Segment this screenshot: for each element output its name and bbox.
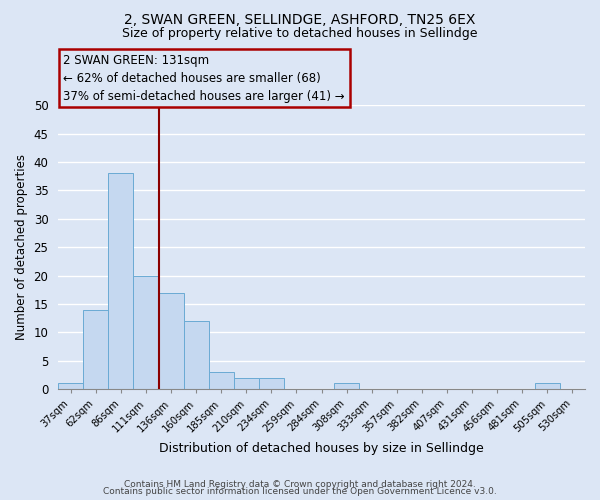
Bar	[133, 276, 158, 389]
Bar	[83, 310, 109, 389]
Bar	[535, 384, 560, 389]
Bar	[58, 384, 83, 389]
Text: 2 SWAN GREEN: 131sqm
← 62% of detached houses are smaller (68)
37% of semi-detac: 2 SWAN GREEN: 131sqm ← 62% of detached h…	[64, 54, 345, 102]
Bar	[234, 378, 259, 389]
Bar	[184, 321, 209, 389]
Bar	[209, 372, 234, 389]
Y-axis label: Number of detached properties: Number of detached properties	[15, 154, 28, 340]
Bar	[158, 292, 184, 389]
Text: Contains public sector information licensed under the Open Government Licence v3: Contains public sector information licen…	[103, 488, 497, 496]
X-axis label: Distribution of detached houses by size in Sellindge: Distribution of detached houses by size …	[159, 442, 484, 455]
Bar	[109, 174, 133, 389]
Text: 2, SWAN GREEN, SELLINDGE, ASHFORD, TN25 6EX: 2, SWAN GREEN, SELLINDGE, ASHFORD, TN25 …	[124, 12, 476, 26]
Bar	[334, 384, 359, 389]
Text: Contains HM Land Registry data © Crown copyright and database right 2024.: Contains HM Land Registry data © Crown c…	[124, 480, 476, 489]
Bar	[259, 378, 284, 389]
Text: Size of property relative to detached houses in Sellindge: Size of property relative to detached ho…	[122, 28, 478, 40]
